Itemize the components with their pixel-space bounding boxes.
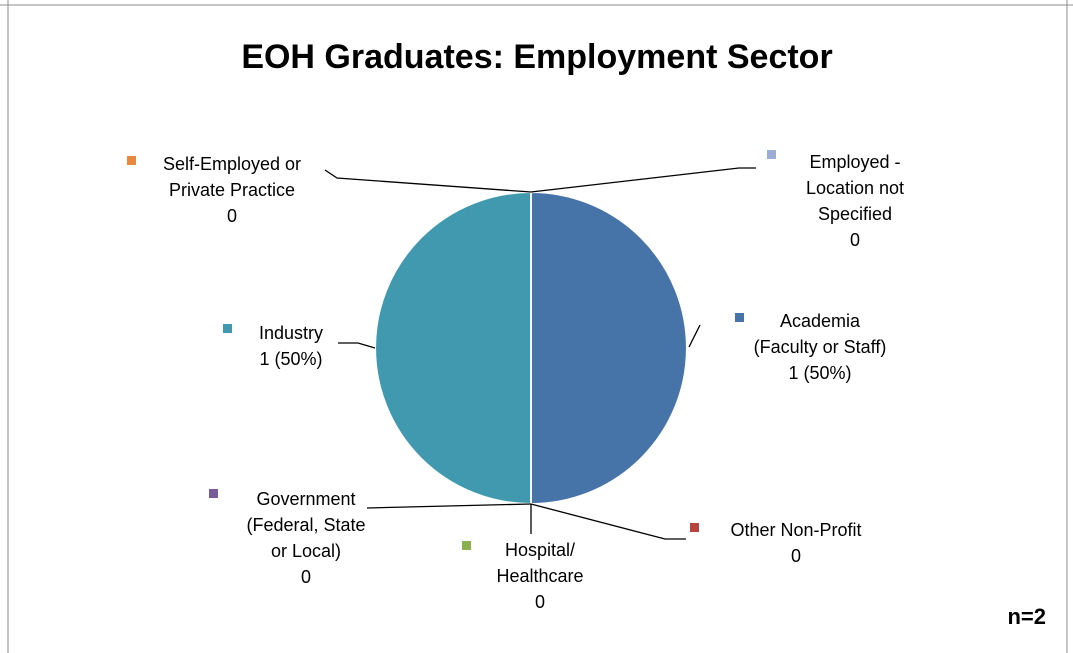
slice-name-employed-unspecified: Employed -: [809, 152, 900, 172]
slice-value-other-non-profit: 0: [791, 546, 801, 566]
slice-value-industry: 1 (50%): [259, 349, 322, 369]
slice-name-government: Government: [256, 489, 355, 509]
chart-title: EOH Graduates: Employment Sector: [241, 38, 832, 76]
legend-key-academia: [735, 313, 744, 322]
slice-name-employed-unspecified: Location not: [806, 178, 904, 198]
slice-name-hospital-healthcare: Healthcare: [496, 566, 583, 586]
slice-value-academia: 1 (50%): [788, 363, 851, 383]
slice-label-hospital-healthcare: Hospital/Healthcare 0: [496, 540, 583, 612]
slice-label-other-non-profit: Other Non-Profit 0: [730, 520, 861, 566]
slice-name-other-non-profit: Other Non-Profit: [730, 520, 861, 540]
slice-labels: Academia (Faculty or Staff) 1 (50%) Other N…: [127, 150, 904, 612]
leader-lines: [324, 167, 756, 540]
slice-name-hospital-healthcare: Hospital/: [505, 540, 575, 560]
pie-slice-industry: [374, 190, 532, 506]
slice-label-academia: Academia (Faculty or Staff) 1 (50%): [754, 311, 887, 383]
pie-slice-academia: [530, 190, 688, 506]
legend-key-other-non-profit: [690, 523, 699, 532]
slice-name-academia: Academia: [780, 311, 861, 331]
leader-line-industry: [338, 342, 376, 349]
leader-line-employed-unspecified: [530, 167, 756, 193]
sample-size-note: n=2: [1007, 604, 1046, 629]
slice-value-hospital-healthcare: 0: [535, 592, 545, 612]
slice-label-industry: Industry 1 (50%): [259, 323, 323, 369]
pie-slices: [374, 190, 688, 506]
slice-label-self-employed: Self-Employed or Private Practice 0: [163, 154, 301, 226]
slice-name-academia: (Faculty or Staff): [754, 337, 887, 357]
legend-key-hospital-healthcare: [462, 541, 471, 550]
slice-label-government: Government (Federal, State or Local) 0: [246, 489, 365, 587]
slice-value-government: 0: [301, 567, 311, 587]
leader-line-government: [366, 503, 532, 509]
slice-value-self-employed: 0: [227, 206, 237, 226]
legend-key-government: [209, 489, 218, 498]
slice-name-government: (Federal, State: [246, 515, 365, 535]
slice-name-employed-unspecified: Specified: [818, 204, 892, 224]
slice-name-industry: Industry: [259, 323, 323, 343]
slice-name-self-employed: Private Practice: [169, 180, 295, 200]
leader-line-other-non-profit: [530, 503, 686, 540]
legend-key-industry: [223, 324, 232, 333]
slice-name-self-employed: Self-Employed or: [163, 154, 301, 174]
legend-key-self-employed: [127, 156, 136, 165]
slice-value-employed-unspecified: 0: [850, 230, 860, 250]
leader-line-self-employed: [324, 169, 532, 193]
legend-key-employed-unspecified: [767, 150, 776, 159]
leader-line-academia: [688, 324, 701, 348]
slice-label-employed-unspecified: Employed - Location not Specified 0: [806, 152, 904, 250]
slice-name-government: or Local): [271, 541, 341, 561]
